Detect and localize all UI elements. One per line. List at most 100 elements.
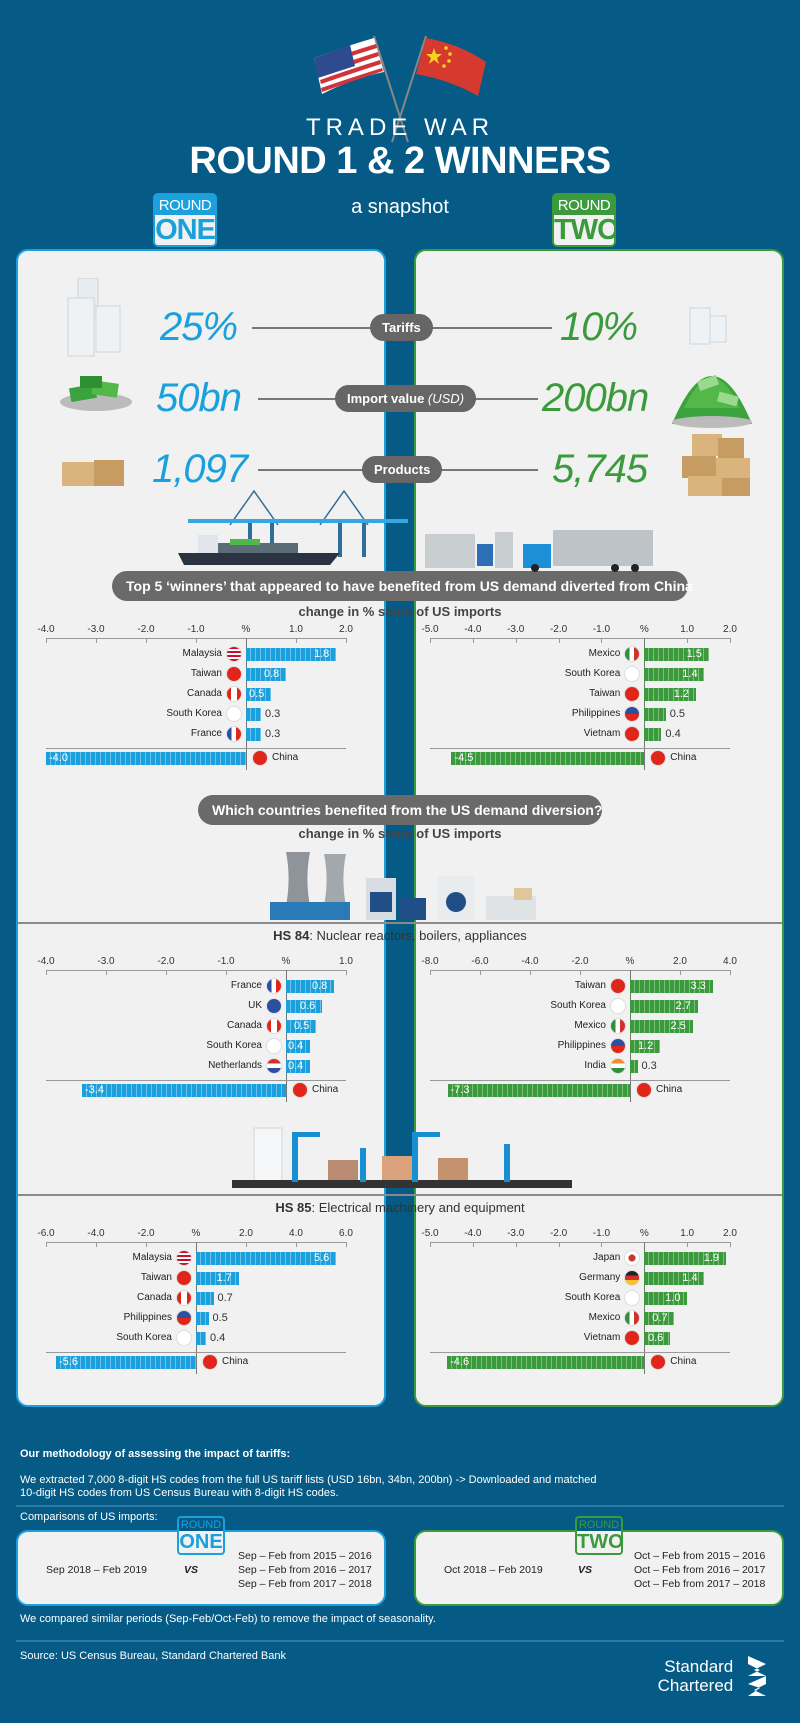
bar-value-label: 0.4 <box>665 728 681 740</box>
axis-tick <box>296 638 297 643</box>
chart-top5-round1: -4.0 -3.0 -2.0 -1.0% 1.0 2.0 1.8 Malaysia 0.8 Tai… <box>36 624 376 774</box>
axis-tick <box>515 1242 517 1247</box>
x-axis <box>430 638 730 639</box>
port-crane-ship-icon <box>178 489 408 565</box>
axis-tick <box>296 1242 297 1247</box>
germany-flag-icon <box>624 1270 641 1286</box>
hs85-divider <box>18 1194 782 1196</box>
badge-top: ROUND <box>557 197 611 214</box>
methodology-heading-text: Our methodology of assessing the impact … <box>20 1448 291 1460</box>
axis-tick-label: -2.0 <box>549 624 568 635</box>
canada-flag-icon <box>226 686 242 702</box>
axis-tick-label: 1.0 <box>680 624 695 635</box>
china-flag-icon <box>292 1082 308 1098</box>
axis-tick-label: -2.0 <box>549 1228 568 1239</box>
bar-uk <box>286 1000 322 1013</box>
bar-value-label: 2.7 <box>675 1000 691 1012</box>
bar-south-korea <box>644 668 705 681</box>
axis-tick <box>687 1242 689 1247</box>
pill-text: Import value <box>347 391 428 406</box>
bar-value-label: 0.3 <box>265 728 281 740</box>
country-label: Japan <box>593 1252 621 1263</box>
south-korea-flag-icon <box>624 1290 641 1306</box>
country-label: UK <box>248 1000 262 1011</box>
vietnam-flag-icon <box>624 726 641 742</box>
uk-flag-icon <box>266 998 282 1014</box>
country-label: France <box>190 728 222 739</box>
axis-tick <box>730 638 731 643</box>
round1-compare-2: Sep – Feb from 2016 – 2017 <box>238 1564 372 1576</box>
country-label: Philippines <box>123 1312 172 1323</box>
axis-tick-label: 4.0 <box>289 1228 303 1239</box>
footer-divider <box>16 1640 784 1642</box>
round2-import-value: 200bn <box>542 376 649 420</box>
bar-value-label: -3.4 <box>85 1084 104 1096</box>
zero-line <box>644 1242 646 1374</box>
round1-tariff-value: 25% <box>160 305 238 349</box>
france-flag-icon <box>266 978 282 994</box>
axis-tick <box>680 970 681 975</box>
bar-value-label: -4.6 <box>450 1356 470 1368</box>
malaysia-flag-icon <box>176 1250 192 1266</box>
which-countries-banner: Which countries benefited from the US de… <box>198 795 603 825</box>
country-label: Malaysia <box>132 1252 172 1263</box>
title-small: TRADE WAR <box>305 114 495 141</box>
top5-subcaption: change in % share of US imports <box>298 604 502 619</box>
paper-stack-icon <box>689 307 727 345</box>
india-flag-icon <box>610 1058 626 1074</box>
zero-line <box>196 1242 197 1374</box>
axis-tick-label: % <box>241 624 251 635</box>
bar-value-label: 1.0 <box>665 1292 681 1304</box>
country-label: China <box>222 1356 249 1367</box>
zero-line <box>630 970 631 1102</box>
badge-top: ROUND <box>179 1518 223 1531</box>
country-label: South Korea <box>564 668 621 679</box>
round-one-mini-badge: ROUND ONE <box>177 1516 225 1555</box>
axis-tick <box>558 638 560 643</box>
bar-south-korea <box>644 1292 688 1305</box>
bar-value-label: 1.9 <box>703 1252 719 1264</box>
axis-tick-label: -4.0 <box>37 624 55 635</box>
country-label: Netherlands <box>208 1060 262 1071</box>
crossed-flags-icon <box>314 35 486 143</box>
box-icon <box>62 460 124 486</box>
country-label: South Korea <box>564 1292 621 1303</box>
axis-tick-label: -2.0 <box>137 624 155 635</box>
round2-tariff-value: 10% <box>560 305 638 349</box>
round-one-badge: ROUND ONE <box>153 193 217 247</box>
axis-tick <box>515 638 517 643</box>
round2-compare-2: Oct – Feb from 2016 – 2017 <box>634 1564 766 1576</box>
axis-tick-label: 2.0 <box>339 624 353 635</box>
china-separator <box>46 748 346 749</box>
bar-south-korea <box>630 1000 698 1013</box>
bar-taiwan <box>644 688 696 701</box>
axis-tick-label: 1.0 <box>680 1228 695 1239</box>
bar-value-label: 1.4 <box>682 668 698 680</box>
country-label: Mexico <box>588 648 621 659</box>
bar-mexico <box>630 1020 693 1033</box>
center-strip <box>386 1218 414 1408</box>
axis-tick <box>46 1242 47 1247</box>
hs84-caption: HS 84: Nuclear reactors, boilers, applia… <box>0 928 800 943</box>
axis-tick <box>687 638 689 643</box>
axis-tick-label: -8.0 <box>421 956 439 967</box>
methodology-line2: 10-digit HS codes from US Census Bureau … <box>20 1487 339 1499</box>
axis-tick-label: % <box>639 1228 649 1239</box>
axis-tick <box>730 1242 731 1247</box>
axis-tick-label: % <box>639 624 649 635</box>
badge-bottom: ONE <box>155 214 215 246</box>
country-label: Mexico <box>588 1312 621 1323</box>
axis-tick-label: -2.0 <box>137 1228 155 1239</box>
china-separator <box>430 1080 730 1081</box>
bar-canada <box>286 1020 316 1033</box>
hs84-divider <box>18 922 782 924</box>
vietnam-flag-icon <box>624 1330 641 1346</box>
axis-tick-label: 6.0 <box>339 1228 353 1239</box>
south-korea-flag-icon <box>176 1330 192 1346</box>
china-separator <box>430 748 730 749</box>
bar-south-korea <box>196 1332 206 1345</box>
box-icon <box>682 434 750 496</box>
axis-tick <box>480 970 481 975</box>
country-label: China <box>670 1356 697 1367</box>
bar-value-label: 0.8 <box>264 668 280 680</box>
